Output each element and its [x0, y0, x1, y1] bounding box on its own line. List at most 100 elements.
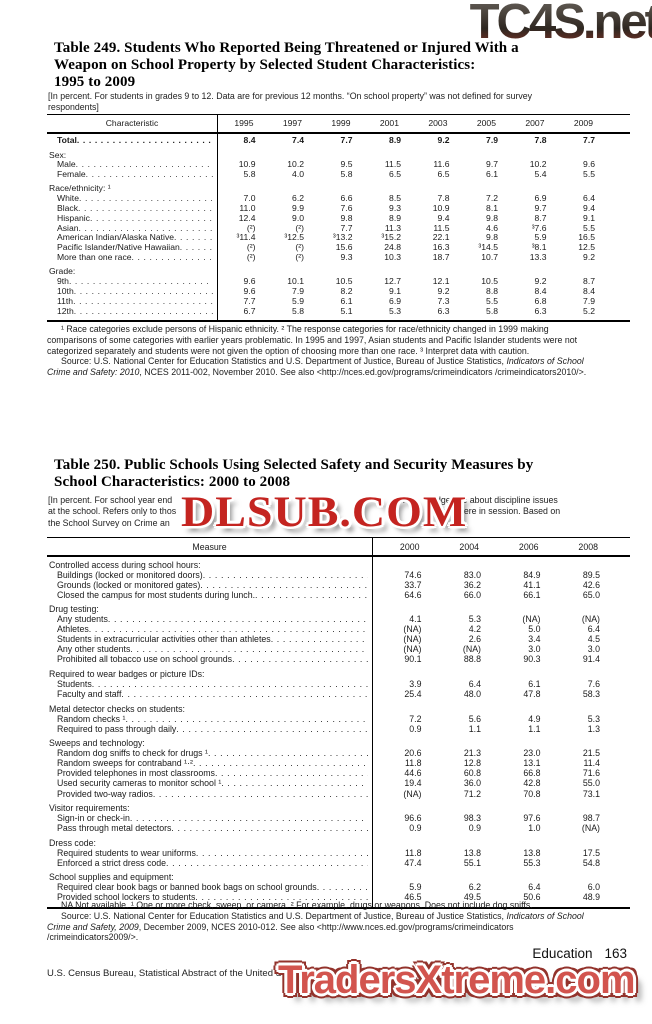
title-line: Table 249. Students Who Reported Being T… [54, 40, 519, 56]
spacer [610, 738, 630, 748]
cell-value: 9.2 [534, 276, 547, 287]
spacer [610, 580, 630, 590]
cell-value [314, 151, 363, 161]
row-label-text: Sex: [49, 150, 67, 160]
row-label: Closed the campus for most students duri… [47, 590, 372, 600]
table-row: Used security cameras to monitor school … [47, 778, 630, 788]
cell-value: 98.3 [463, 813, 481, 824]
row-label-text: Prohibited all tobacco use on school gro… [57, 654, 233, 665]
cell-value: 21.3 [463, 748, 481, 759]
cell-value: 5.4 [534, 169, 547, 180]
cell-value: 55.0 [582, 778, 600, 789]
cell-value: 5.8 [486, 305, 498, 316]
spacer [605, 307, 630, 317]
cell-value: 8.4 [583, 285, 595, 296]
row-label: Drug testing: [47, 604, 372, 614]
cell-value: 74.6 [404, 569, 422, 580]
cell-value: 0.9 [409, 823, 422, 834]
cell-value: 7.2 [486, 193, 498, 204]
cell-value: 6.9 [534, 193, 547, 204]
dotted-leader [180, 243, 213, 253]
row-label-text: Metal detector checks on students: [49, 703, 185, 714]
row-label-text: Provided two-way radios [57, 788, 153, 799]
source-italic: Indicators of School Crime and Safety, 2… [47, 910, 584, 932]
cell-value: 89.5 [582, 569, 600, 580]
table-row: Random checks ¹ 7.2 5.6 4.9 5.3 [47, 714, 630, 724]
row-label: Provided telephones in most classrooms [47, 768, 372, 778]
cell-value [372, 560, 432, 570]
cell-value: 9.0 [292, 212, 304, 223]
year-header: 1995 [234, 118, 254, 128]
cell-value [491, 738, 551, 748]
cell-value [557, 184, 606, 194]
source-post: , NCES 2011-002, November 2010. See also… [139, 367, 587, 378]
row-label-text: Any other students [57, 644, 131, 655]
cell-value: 8.7 [583, 276, 595, 287]
source-italic: Indicators of School Crime and Safety: 2… [47, 356, 584, 378]
row-label: Male [47, 160, 217, 170]
cell-value: 7.4 [292, 135, 304, 146]
spacer [610, 872, 630, 882]
footnote-text: ¹ Race categories exclude persons of His… [47, 324, 578, 356]
dotted-leader [271, 634, 368, 644]
cell-value: 54.8 [582, 857, 600, 868]
page-header-label: Education 163 [532, 946, 627, 961]
row-label: White [47, 194, 217, 204]
cell-value [551, 738, 611, 748]
row-label: Students [47, 679, 372, 689]
dotted-leader [78, 204, 213, 214]
table-row: 12th 6.7 5.8 5.1 5.3 6.3 5.8 6.3 5.2 [47, 305, 630, 317]
row-label-text: Required clear book bags or banned book … [57, 882, 317, 893]
title-line: School Characteristics: 2000 to 2008 [54, 474, 291, 491]
note-fragment: at the school. Refers only to thos [48, 506, 177, 517]
cell-value: 11.5 [384, 159, 401, 170]
cell-value: 5.3 [468, 614, 481, 625]
cell-value: 24.8 [384, 242, 401, 253]
cell-value: 10.5 [335, 276, 353, 287]
cell-value: 5.8 [243, 169, 256, 180]
row-label: Sign-in or check-in [47, 813, 372, 823]
table-row: Sign-in or check-in 96.6 98.3 97.6 98.7 [47, 813, 630, 823]
row-label-text: 11th [57, 296, 74, 306]
table-row: Sweeps and technology: [47, 738, 630, 748]
row-label: Required clear book bags or banned book … [47, 882, 372, 892]
cell-value [372, 803, 432, 813]
row-label: Grounds (locked or monitored gates) [47, 580, 372, 590]
note-fragment: [In percent. For school year end [48, 495, 173, 505]
cell-value: 9.2 [437, 285, 450, 296]
cell-value [432, 872, 492, 882]
cell-value: 71.6 [582, 768, 600, 779]
cell-value: 18.7 [432, 252, 450, 263]
cell-value: 6.8 [534, 295, 547, 306]
cell-value: 6.4 [587, 624, 600, 635]
table-250: Measure 2000 2004 2006 2008 Controlled acce… [47, 537, 630, 909]
cell-value: 10.3 [384, 252, 401, 263]
row-label: Athletes [47, 624, 372, 634]
note-fragment: w [329, 495, 336, 505]
spacer [610, 604, 630, 614]
cell-value: (NA) [462, 644, 481, 655]
row-label: 11th [47, 297, 217, 307]
row-label-text: Required students to wear uniforms [57, 847, 196, 858]
spacer [605, 267, 630, 277]
spacer [605, 297, 630, 307]
cell-value: 6.1 [486, 169, 498, 180]
cell-value [491, 872, 551, 882]
cell-value [432, 604, 492, 614]
cell-value: 11.8 [405, 758, 422, 769]
cell-value: 44.6 [404, 768, 422, 779]
cell-value: 41.1 [523, 579, 541, 590]
spacer [610, 803, 630, 813]
cell-value [432, 838, 492, 848]
row-label-text: Faculty and staff [57, 689, 122, 700]
cell-value [266, 184, 315, 194]
source-text: Source: U.S. National Center for Educati… [47, 356, 597, 378]
cell-value: 5.5 [583, 222, 595, 233]
dotted-leader [121, 689, 368, 699]
cell-value: 6.2 [468, 882, 481, 893]
row-label-text: Total [57, 136, 77, 146]
cell-value: (²) [295, 252, 304, 263]
table-row: Prohibited all tobacco use on school gro… [47, 654, 630, 664]
table-row: White 7.0 6.2 6.6 8.5 7.8 7.2 6.9 6.4 [47, 193, 630, 204]
cell-value [460, 151, 509, 161]
